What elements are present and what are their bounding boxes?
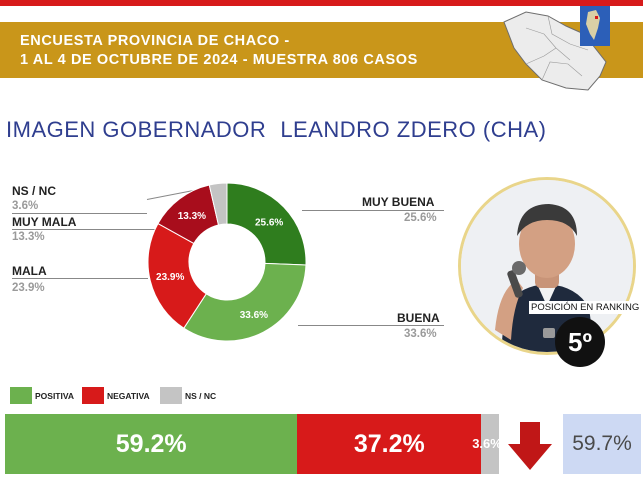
label-mala: MALA [12,264,47,278]
donut-slice-label: 25.6% [255,217,283,228]
donut-slice-label: 23.9% [156,272,184,283]
bar-segment-positiva: 59.2% [5,414,298,474]
person-avatar-icon [461,180,633,352]
value-buena: 33.6% [404,328,437,340]
donut-slice-label: 33.6% [240,310,268,321]
legend-swatch-negativa [82,387,104,404]
leader-line-mala [12,278,148,279]
survey-header-line-2: 1 AL 4 DE OCTUBRE DE 2024 - MUESTRA 806 … [20,52,418,68]
down-arrow-icon [508,422,552,470]
bar-segment-negativa: 37.2% [297,414,482,474]
legend-label-negativa: NEGATIVA [107,391,150,401]
map-icon [503,6,610,91]
chart-title: IMAGEN GOBERNADOR LEANDRO ZDERO (CHA) [6,117,561,143]
donut-chart: 25.6% 33.6% 23.9% 13.3% [147,183,307,342]
value-ns-nc: 3.6% [12,200,39,212]
bar-segment-ns-nc [481,414,499,474]
value-muy-buena: 25.6% [404,212,437,224]
donut-slice-muy-buena [226,183,307,266]
label-buena: BUENA [397,311,440,325]
ranking-badge: 5º [555,317,605,367]
governor-photo [458,177,636,355]
donut-slice-label: 13.3% [178,211,206,222]
value-mala: 23.9% [12,282,45,294]
legend-swatch-positiva [10,387,32,404]
title-part-2: LEANDRO ZDERO (CHA) [280,117,547,142]
top-accent-bar [0,0,643,6]
label-ns-nc: NS / NC [12,184,57,198]
ranking-label: POSICIÓN EN RANKING [529,301,642,314]
leader-line-buena [298,325,444,326]
label-muy-mala: MUY MALA [12,215,77,229]
chaco-province-map [496,4,616,96]
bar-label-ns-nc: 3.6% [472,436,502,451]
legend-swatch-ns-nc [160,387,182,404]
legend-label-ns-nc: NS / NC [185,391,217,401]
survey-header-line-1: ENCUESTA PROVINCIA DE CHACO - [20,33,290,49]
summary-stacked-bar: 59.2% 37.2% 3.6% [5,414,502,474]
title-part-1: IMAGEN GOBERNADOR [6,117,267,142]
label-muy-buena: MUY BUENA [362,195,435,209]
leader-line-muy-mala [12,229,162,230]
legend-label-positiva: POSITIVA [35,391,75,401]
change-value: 59.7% [563,414,641,474]
donut-hole [189,224,265,300]
leader-line-ns-nc [12,213,147,214]
value-muy-mala: 13.3% [12,231,45,243]
leader-line-muy-buena [302,210,444,211]
